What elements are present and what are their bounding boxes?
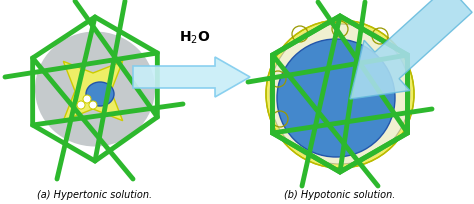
Polygon shape xyxy=(133,58,250,98)
Circle shape xyxy=(83,95,91,103)
Polygon shape xyxy=(64,62,123,121)
Circle shape xyxy=(89,102,97,110)
Ellipse shape xyxy=(35,32,155,147)
Ellipse shape xyxy=(270,25,410,164)
Text: (a) Hypertonic solution.: (a) Hypertonic solution. xyxy=(37,189,153,199)
Ellipse shape xyxy=(86,83,114,106)
Ellipse shape xyxy=(266,21,414,168)
Text: (b) Hypotonic solution.: (b) Hypotonic solution. xyxy=(284,189,396,199)
Circle shape xyxy=(77,102,85,110)
Text: H$_2$O: H$_2$O xyxy=(179,30,211,46)
Polygon shape xyxy=(350,0,472,100)
Ellipse shape xyxy=(277,40,395,157)
